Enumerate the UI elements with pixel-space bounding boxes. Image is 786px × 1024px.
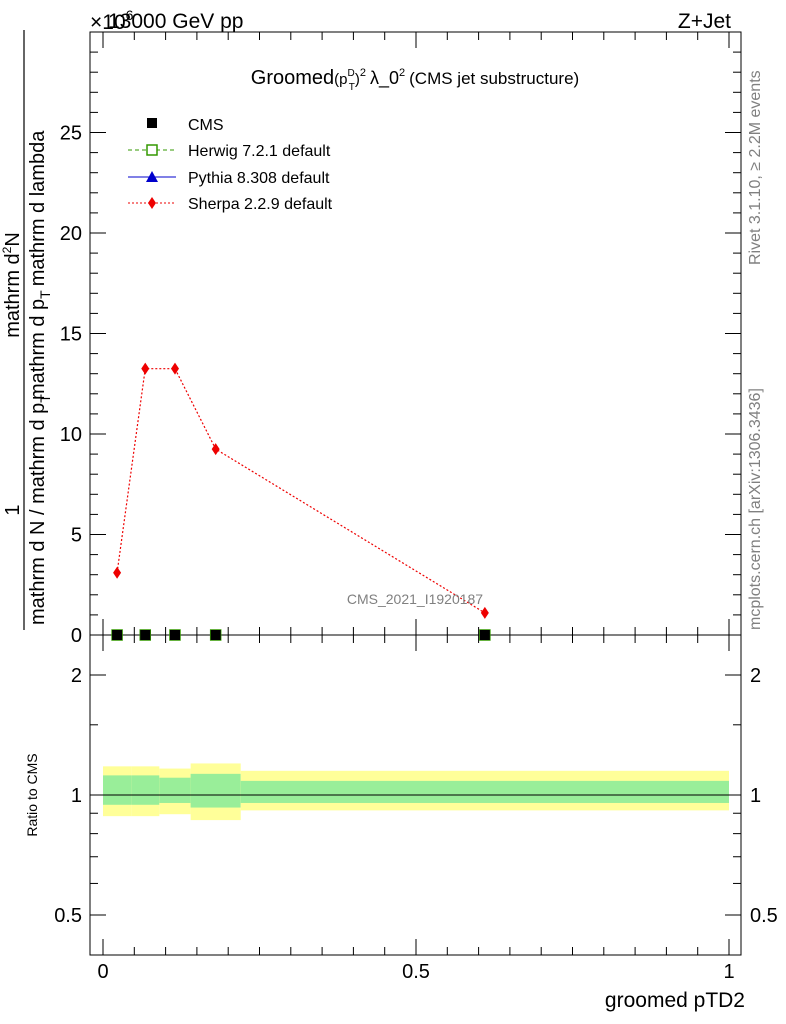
x-ticks: 0 0.5 1 [97, 32, 735, 983]
sherpa-point [113, 566, 122, 579]
band-inner-bin [131, 775, 160, 805]
main-y-tick-label: 15 [60, 324, 82, 346]
svg-text:1: 1 [2, 504, 24, 515]
x-axis-label: groomed pTD2 [605, 989, 745, 1012]
ratio-y-tick-label-right: 1 [750, 785, 761, 807]
scale-factor: ×106 [90, 7, 134, 34]
sherpa-line [116, 368, 486, 614]
main-y-tick-label: 25 [60, 123, 82, 145]
ratio-ticks: 0.5 0.5 1 1 2 2 [54, 665, 778, 927]
cms-point [169, 630, 180, 640]
main-title: Groomed(pD T)2 λ_02 (CMS jet substructure) [251, 67, 579, 93]
band-inner-bin [240, 780, 729, 803]
energy-label: 13000 GeV pp [108, 10, 243, 33]
main-y-ticks: 0 5 10 15 20 25 [60, 51, 741, 647]
band-inner-bin [159, 777, 191, 803]
cms-point [210, 630, 221, 640]
ratio-y-tick-label: 2 [71, 665, 82, 687]
sherpa-point [141, 362, 150, 375]
sherpa-point [480, 606, 489, 619]
legend-sherpa-marker [148, 197, 156, 209]
main-y-axis-label: 1 mathrm d N / mathrm d pT mathrm d2N ma… [0, 30, 53, 630]
ratio-y-tick-label: 0.5 [54, 905, 82, 927]
y-label-denominator: mathrm d N / mathrm d pT [27, 394, 53, 625]
legend: CMS Herwig 7.2.1 default Pythia 8.308 de… [128, 117, 333, 213]
ratio-y-tick-label-right: 0.5 [750, 905, 778, 927]
main-y-tick-label: 0 [71, 625, 82, 647]
main-y-tick-label: 20 [60, 223, 82, 245]
legend-herwig-label: Herwig 7.2.1 default [188, 143, 331, 160]
band-inner-bin [103, 775, 132, 805]
legend-sherpa-label: Sherpa 2.2.9 default [188, 196, 333, 213]
ratio-y-tick-label-right: 2 [750, 665, 761, 687]
ratio-y-axis-label: Ratio to CMS [24, 753, 40, 836]
sherpa-point [211, 443, 220, 456]
y-label-numerator: mathrm d2N [0, 232, 24, 338]
cms-point [140, 630, 151, 640]
cms-point [479, 630, 490, 640]
main-y-tick-label: 10 [60, 424, 82, 446]
cms-point [112, 630, 123, 640]
legend-pythia-marker [146, 171, 158, 182]
legend-cms-marker [147, 118, 157, 128]
analysis-watermark: CMS_2021_I1920187 [347, 591, 483, 607]
data-series [111, 362, 491, 641]
ratio-y-tick-label: 1 [71, 785, 82, 807]
sherpa-point [170, 362, 179, 375]
x-tick-label: 1 [723, 961, 734, 983]
band-inner-bin [190, 773, 241, 808]
ratio-bands [103, 763, 729, 821]
x-tick-label: 0 [97, 961, 108, 983]
x-tick-label: 0.5 [402, 961, 430, 983]
rivet-label: Rivet 3.1.10, ≥ 2.2M events [747, 70, 764, 265]
legend-herwig-marker [146, 144, 158, 156]
main-y-tick-label: 5 [71, 525, 82, 547]
legend-pythia-label: Pythia 8.308 default [188, 170, 330, 187]
process-label: Z+Jet [678, 10, 731, 33]
y-label-denominator2: mathrm d pTmathrm d lambda [27, 130, 53, 400]
mcplots-label: mcplots.cern.ch [arXiv:1306.3436] [747, 388, 764, 630]
legend-cms-label: CMS [188, 117, 224, 134]
